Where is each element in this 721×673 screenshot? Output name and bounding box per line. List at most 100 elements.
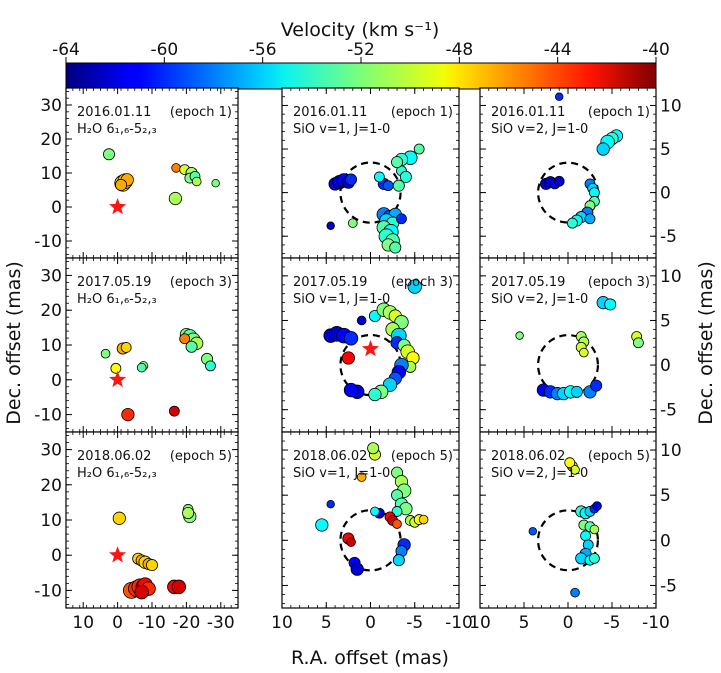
maser-spot	[596, 142, 610, 156]
maser-spot	[367, 442, 380, 455]
y-tick-label: 20	[40, 130, 62, 150]
y-tick-label: 30	[40, 96, 62, 116]
x-tick-label: -10	[138, 613, 166, 633]
panel-r2-c2: 10 5 0 -5 -10 -5 0 5 10 2018.06.02 (epoch 5)SiO v=…	[469, 431, 682, 633]
maser-spot	[589, 552, 600, 564]
star-marker	[361, 340, 380, 357]
x-tick-label: 10	[271, 613, 293, 633]
maser-spot	[368, 387, 382, 402]
maser-spot	[112, 511, 126, 525]
panel-line-label: SiO v=1, J=1-0	[293, 122, 390, 137]
y-axis-label-left: Dec. offset (mas)	[3, 261, 25, 425]
y-tick-label: 10	[660, 441, 682, 461]
y-tick-label: 5	[660, 140, 671, 160]
y-tick-label: -10	[34, 406, 62, 426]
maser-spot	[528, 527, 537, 536]
panel-r2-c0: 10 0 -10 -20 -30 -10 0 10 20 30 2018.06.02 (epoch 5…	[34, 431, 239, 633]
y-tick-label: -10	[34, 581, 62, 601]
colorbar-tick-label: -56	[249, 40, 277, 60]
panel-plot-area	[100, 327, 216, 422]
maser-spot	[396, 213, 407, 225]
maser-spot	[356, 472, 367, 482]
maser-spot	[356, 315, 367, 326]
maser-spot	[350, 562, 364, 576]
maser-spot	[389, 241, 402, 254]
maser-spot	[580, 530, 591, 542]
maser-spot	[191, 176, 202, 187]
y-tick-label: -5	[660, 576, 677, 596]
maser-spot	[145, 559, 158, 572]
x-tick-label: 0	[365, 613, 376, 633]
panel-date-label: 2018.06.02	[293, 449, 367, 464]
maser-spot	[370, 506, 380, 517]
colorbar: Velocity (km s⁻¹) -64 -60 -56 -52 -48 -44 -40	[52, 19, 670, 90]
maser-spot	[103, 148, 116, 161]
panel-background	[66, 258, 238, 432]
maser-spot	[553, 175, 565, 187]
star-marker	[109, 546, 127, 563]
maser-spot	[171, 163, 181, 173]
star-marker	[109, 370, 127, 388]
maser-spot	[604, 298, 617, 311]
maser-spot	[121, 407, 135, 422]
stellar-ring	[536, 334, 600, 397]
maser-spot	[579, 347, 589, 358]
panel-plot-area	[103, 148, 220, 215]
colorbar-tick-label: -48	[445, 40, 473, 60]
panel-background	[66, 432, 238, 608]
panel-background	[66, 88, 238, 258]
stellar-ring	[536, 509, 600, 572]
panel-epoch-label: (epoch 3)	[391, 275, 453, 290]
panel-date-label: 2016.01.11	[293, 105, 367, 120]
x-tick-label: -10	[642, 613, 670, 633]
maser-spot	[555, 92, 564, 101]
panel-date-label: 2016.01.11	[491, 105, 565, 120]
y-axis-label-right: Dec. offset (mas)	[695, 261, 717, 425]
maser-spot	[391, 156, 404, 169]
panel-background	[282, 432, 459, 608]
maser-spot	[373, 171, 385, 183]
y-tick-label: 30	[40, 266, 62, 286]
y-tick-label: 0	[51, 198, 62, 218]
panel-plot-area	[528, 457, 602, 598]
y-tick-label: 30	[40, 441, 62, 461]
maser-spot	[589, 524, 600, 535]
y-tick-label: 10	[40, 164, 62, 184]
y-tick-label: 10	[40, 511, 62, 531]
panel-r1-c0: -10 0 10 20 30 2017.05.19 (epoch 3) H₂O 6₁,₆-5₂…	[34, 257, 239, 433]
x-tick-label: -30	[207, 613, 235, 633]
maser-spot	[171, 579, 187, 595]
maser-spot	[633, 337, 644, 349]
panel-plot-area	[536, 92, 624, 229]
panel-line-label: SiO v=2, J=1-0	[491, 292, 588, 307]
x-tick-label: -5	[406, 613, 423, 633]
x-tick-label: -10	[445, 613, 473, 633]
colorbar-ticks: -64 -60 -56 -52 -48 -44 -40	[52, 40, 670, 63]
maser-spot	[211, 178, 220, 188]
y-tick-label: 0	[51, 371, 62, 391]
maser-spot	[567, 217, 578, 229]
maser-spot	[168, 191, 182, 206]
colorbar-tick-label: -40	[642, 40, 670, 60]
panel-epoch-label: (epoch 5)	[391, 449, 453, 464]
colorbar-gradient	[65, 62, 657, 90]
panel-background	[480, 88, 656, 258]
y-tick-label: 5	[660, 486, 671, 506]
y-tick-label: 20	[40, 476, 62, 496]
maser-spot	[515, 331, 524, 340]
y-tick-label: 0	[660, 531, 671, 551]
y-tick-label: 5	[660, 311, 671, 331]
maser-spot	[564, 457, 576, 469]
panel-r2-c1: 10 5 0 -5 -10 2018.06.02 (epoch 5)SiO v=1, J=1…	[271, 431, 473, 633]
maser-spot	[110, 362, 122, 374]
panel-plot-area	[515, 296, 644, 401]
maser-spot	[418, 514, 429, 525]
maser-spot	[570, 465, 580, 475]
maser-spot	[399, 170, 412, 183]
panel-date-label: 2017.05.19	[77, 275, 151, 290]
maser-spot	[341, 351, 355, 365]
maser-spot	[570, 587, 580, 598]
maser-spot	[407, 279, 422, 294]
maser-spot	[392, 519, 402, 529]
